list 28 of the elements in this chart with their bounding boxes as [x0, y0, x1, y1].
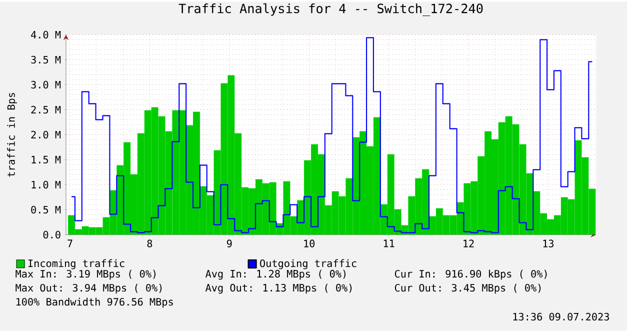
y-tick-label: 0.0: [43, 231, 60, 239]
y-tick-label: 0.5 M: [31, 206, 61, 214]
text: Cur Out: 3.45 MBps ( 0%): [394, 284, 541, 294]
y-tick-label: 3.0 M: [31, 81, 61, 89]
y-tick-label: 1.5 M: [32, 156, 61, 164]
text: Max Out: 3.94 MBps ( 0%): [16, 284, 162, 294]
y-tick-label: 4.0 M: [31, 31, 61, 39]
x-tick-label: 13: [543, 240, 554, 248]
y-tick-label: 2.5 M: [31, 106, 61, 114]
text: Max In: 3.19 MBps ( 0%): [16, 270, 156, 280]
x-tick-label: 11: [384, 240, 394, 248]
chart-title: Traffic Analysis for 4 -- Switch_172-240: [178, 4, 483, 16]
y-tick-label: 2.0 M: [31, 131, 61, 139]
x-tick-label: 7: [68, 240, 72, 248]
x-tick-label: 10: [304, 240, 315, 248]
text: Cur In: 916.90 kBps ( 0%): [394, 270, 547, 280]
y-tick-label: 3.5 M: [31, 56, 61, 64]
text: 13:36 09.07.2023: [513, 313, 609, 321]
text: Avg In: 1.28 MBps ( 0%): [205, 270, 346, 280]
y-tick-label: 1.0 M: [32, 181, 61, 189]
text: Avg Out: 1.13 MBps ( 0%): [205, 284, 352, 294]
text: 100% Bandwidth 976.56 MBps: [16, 298, 173, 308]
y-axis-title: traffic in Bps: [7, 93, 17, 177]
x-tick-label: 8: [147, 240, 152, 248]
x-tick-label: 12: [464, 240, 474, 248]
legend-label: Incoming traffic: [28, 259, 124, 270]
x-tick-label: 9: [226, 240, 232, 248]
legend-label: Outgoing traffic: [260, 259, 356, 270]
